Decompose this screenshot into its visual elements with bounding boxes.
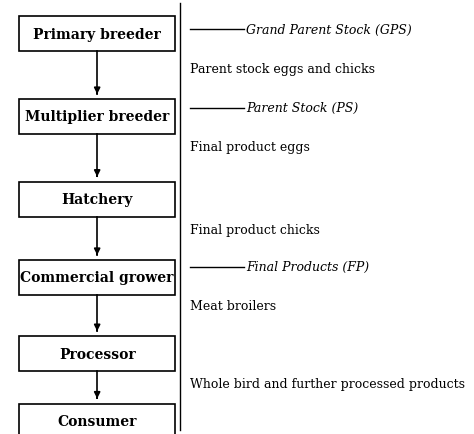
Text: Consumer: Consumer	[57, 414, 137, 428]
Text: Meat broilers: Meat broilers	[190, 299, 276, 312]
Text: Processor: Processor	[59, 347, 136, 361]
Text: Parent Stock (PS): Parent Stock (PS)	[246, 102, 359, 115]
Text: Primary breeder: Primary breeder	[33, 28, 161, 42]
Text: Final Products (FP): Final Products (FP)	[246, 260, 370, 273]
Text: Hatchery: Hatchery	[62, 193, 133, 207]
Text: Grand Parent Stock (GPS): Grand Parent Stock (GPS)	[246, 24, 412, 37]
Text: Final product chicks: Final product chicks	[190, 224, 319, 237]
Text: Multiplier breeder: Multiplier breeder	[25, 110, 169, 124]
Text: Whole bird and further processed products: Whole bird and further processed product…	[190, 378, 465, 391]
Text: Commercial grower: Commercial grower	[20, 271, 174, 285]
Text: Parent stock eggs and chicks: Parent stock eggs and chicks	[190, 63, 374, 76]
Text: Final product eggs: Final product eggs	[190, 141, 310, 154]
